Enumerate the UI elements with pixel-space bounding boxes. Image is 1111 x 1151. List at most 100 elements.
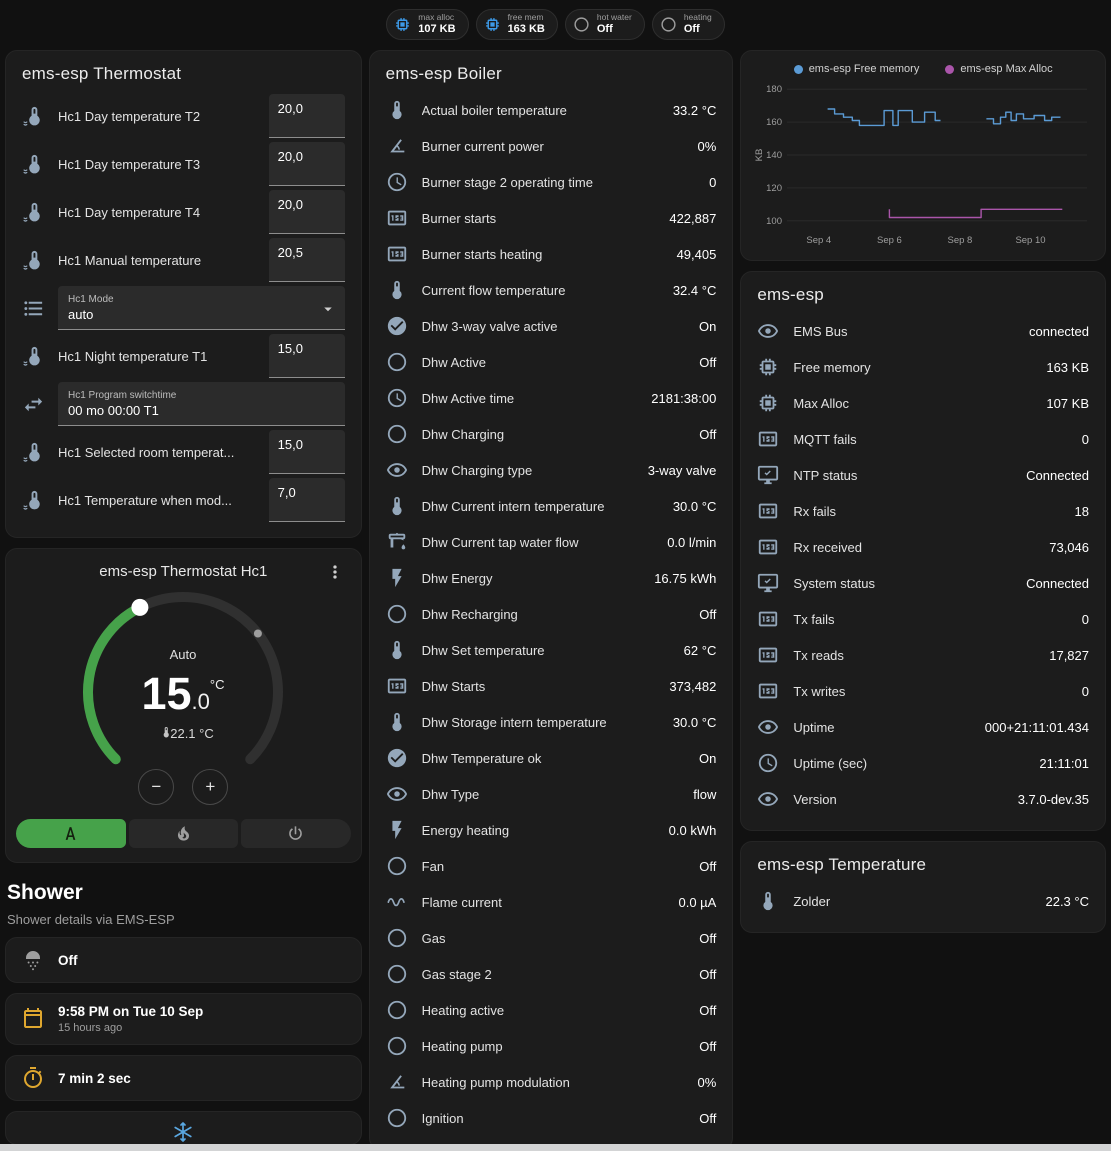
hvac-mode-heat-button[interactable] [128,819,239,848]
shower-icon [21,948,45,972]
entity-row[interactable]: Flame current 0.0 µA [386,884,716,920]
entity-row[interactable]: Tx fails 0 [757,601,1089,637]
thermostat-auto-icon [61,824,80,843]
dial-card-header: ems-esp Thermostat Hc1 [14,561,353,583]
entity-row[interactable]: Gas Off [386,920,716,956]
eye-icon [386,459,408,481]
entity-row[interactable]: Dhw Starts 373,482 [386,668,716,704]
svg-text:Sep 6: Sep 6 [877,235,902,246]
entity-row[interactable]: Free memory 163 KB [757,349,1089,385]
number-input[interactable]: 20,0 [268,190,345,234]
entity-row[interactable]: Dhw Temperature ok On [386,740,716,776]
shower-info-card[interactable]: 9:58 PM on Tue 10 Sep 15 hours ago [5,993,362,1045]
memory-history-chart[interactable]: 180 160 140 120 100 Sep 4 Sep 6 Sep 8 Sep 10 KB [753,77,1091,247]
temp-decrease-button[interactable]: − [138,769,175,805]
dial-target-temp: 15.0°C [142,668,225,719]
entity-label: Gas [421,930,446,946]
check-circle-icon [386,315,408,337]
entity-row[interactable]: Dhw Set temperature 62 °C [386,632,716,668]
entity-row[interactable]: Current flow temperature 32.4 °C [386,272,716,308]
dial-current-temp: 22.1 °C [163,726,215,741]
entity-row[interactable]: Actual boiler temperature 33.2 °C [386,92,716,128]
entity-row[interactable]: Energy heating 0.0 kWh [386,812,716,848]
eye-icon [757,320,779,342]
header-chip-free-mem[interactable]: free mem 163 KB [475,9,558,40]
input-label: Hc1 Program switchtime [68,389,177,401]
shower-card-primary: 7 min 2 sec [58,1070,131,1086]
entity-row[interactable]: Dhw Current intern temperature 30.0 °C [386,488,716,524]
dial-handle[interactable] [131,598,149,616]
header-chip-hot-water[interactable]: hot water Off [564,9,645,40]
memory-chip-icon [757,392,779,414]
entity-row[interactable]: Heating active Off [386,992,716,1028]
thermometer-icon [386,99,408,121]
entity-row[interactable]: Burner current power 0% [386,128,716,164]
entity-row[interactable]: Gas stage 2 Off [386,956,716,992]
entity-row[interactable]: Dhw 3-way valve active On [386,308,716,344]
entity-row[interactable]: Dhw Charging type 3-way valve [386,452,717,488]
emsesp-status-card: ems-esp EMS Bus connected Free memory 163 K… [740,271,1106,831]
horizontal-scrollbar[interactable] [0,1144,1111,1151]
mode-select[interactable]: Hc1 Mode auto [58,286,345,330]
kebab-menu-icon[interactable] [325,562,345,582]
header-chip-heating[interactable]: heating Off [651,9,725,40]
hvac-mode-off-button[interactable] [241,819,351,848]
number-input[interactable]: 20,0 [268,94,345,138]
chart-legend-item[interactable]: ems-esp Free memory [793,63,919,75]
entity-row[interactable]: Dhw Current tap water flow 0.0 l/min [386,524,716,560]
entity-row[interactable]: Rx received 73,046 [757,529,1089,565]
entity-label: Burner starts heating [421,246,543,262]
entity-row[interactable]: Zolder 22.3 °C [757,883,1089,919]
entity-row[interactable]: Dhw Active Off [386,344,716,380]
counter-icon [757,536,779,558]
header-chip-max-alloc[interactable]: max alloc 107 KB [386,9,469,40]
entity-row[interactable]: MQTT fails 0 [757,421,1089,457]
number-input[interactable]: 7,0 [268,478,345,522]
entity-row[interactable]: Dhw Energy 16.75 kWh [386,560,716,596]
hvac-mode-auto-button[interactable] [16,819,126,848]
entity-row[interactable]: EMS Bus connected [757,313,1089,349]
entity-label: Fan [421,858,445,874]
entity-row[interactable]: System status Connected [757,565,1089,601]
entity-row[interactable]: Rx fails 18 [757,493,1089,529]
entity-row[interactable]: Dhw Storage intern temperature 30.0 °C [386,704,716,740]
temp-increase-button[interactable]: + [192,769,229,805]
entity-row[interactable]: Tx reads 17,827 [757,637,1089,673]
entity-label: Dhw Energy [421,570,493,586]
entity-row[interactable]: Fan Off [386,848,716,884]
entity-row[interactable]: Ignition Off [386,1100,716,1136]
entity-value: 3-way valve [647,462,717,478]
svg-text:Sep 4: Sep 4 [807,235,832,246]
number-input[interactable]: 15,0 [268,334,345,378]
shower-cards: Off 9:58 PM on Tue 10 Sep 15 hours ago 7 mi… [5,937,362,1101]
entity-row[interactable]: Uptime (sec) 21:11:01 [757,745,1089,781]
entity-row[interactable]: Heating pump modulation 0% [386,1064,716,1100]
shower-info-card[interactable]: 7 min 2 sec [5,1055,362,1101]
thermostat-dial[interactable]: Auto 15.0°C 22.1 °C [68,587,298,799]
text-input[interactable]: Hc1 Program switchtime 00 mo 00:00 T1 [58,382,345,426]
entity-row[interactable]: Dhw Active time 2181:38:00 [386,380,716,416]
partial-bottom-card[interactable] [5,1111,362,1145]
chip-value: Off [683,23,700,36]
svg-text:22.1 °C: 22.1 °C [171,726,215,741]
chart-legend: ems-esp Free memory ems-esp Max Alloc [753,63,1093,75]
number-input[interactable]: 20,0 [268,142,345,186]
number-input[interactable]: 20,5 [268,238,345,282]
entity-row[interactable]: Burner starts 422,887 [386,200,716,236]
entity-row[interactable]: Dhw Charging Off [386,416,716,452]
entity-row[interactable]: Dhw Recharging Off [386,596,716,632]
setting-row: Hc1 Manual temperature 20,5 [22,236,345,284]
entity-row[interactable]: NTP status Connected [757,457,1089,493]
chart-legend-item[interactable]: ems-esp Max Alloc [945,63,1053,75]
number-input[interactable]: 15,0 [268,430,345,474]
entity-row[interactable]: Heating pump Off [386,1028,716,1064]
entity-row[interactable]: Dhw Type flow [386,776,716,812]
entity-row[interactable]: Burner stage 2 operating time 0 [386,164,716,200]
shower-info-card[interactable]: Off [5,937,362,983]
entity-row[interactable]: Uptime 000+21:11:01.434 [757,709,1089,745]
entity-row[interactable]: Max Alloc 107 KB [757,385,1089,421]
entity-row[interactable]: Tx writes 0 [757,673,1089,709]
entity-row[interactable]: Version 3.7.0-dev.35 [757,781,1089,817]
entity-row[interactable]: Burner starts heating 49,405 [386,236,716,272]
radio-circle-icon [573,16,590,33]
